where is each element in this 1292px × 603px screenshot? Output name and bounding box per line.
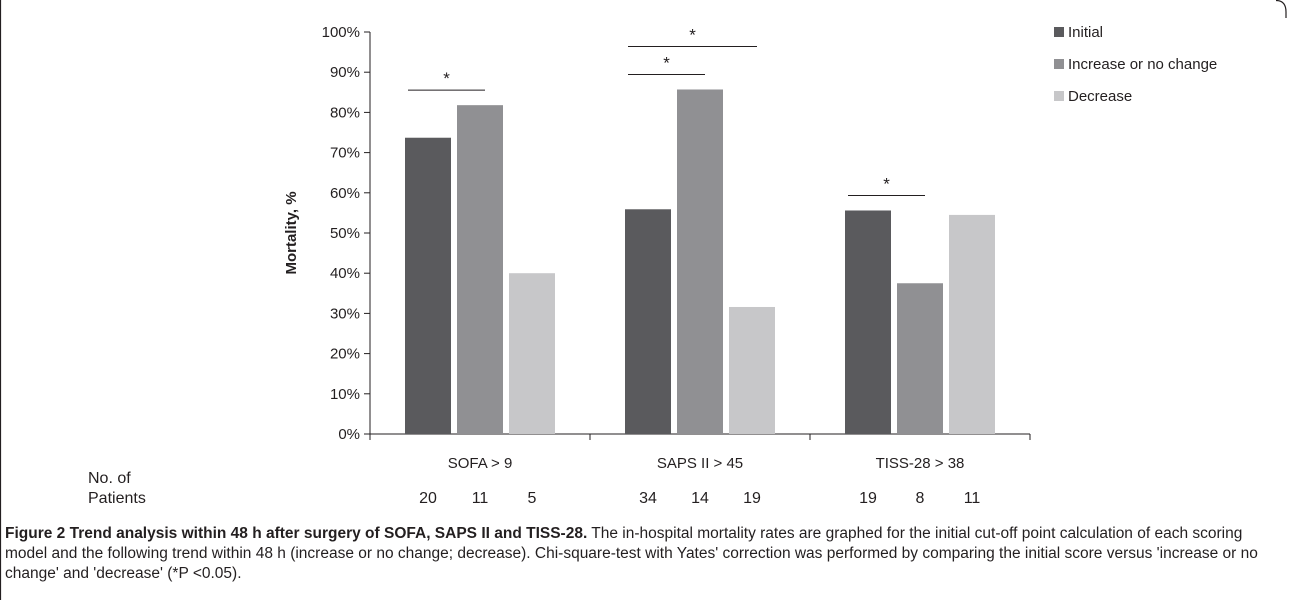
y-tick-label: 70% bbox=[330, 145, 360, 162]
bar-1-2 bbox=[625, 209, 671, 434]
significance-marker: * bbox=[443, 69, 450, 88]
patient-count: 5 bbox=[528, 490, 537, 507]
bar-1-3 bbox=[845, 210, 891, 434]
patient-count: 20 bbox=[419, 490, 437, 507]
y-tick-label: 40% bbox=[330, 265, 360, 282]
legend-swatch-2 bbox=[1054, 59, 1064, 69]
significance-marker: * bbox=[883, 174, 890, 193]
legend-swatch-1 bbox=[1054, 27, 1064, 37]
y-tick-label: 20% bbox=[330, 346, 360, 363]
patients-row-label-line1: No. of bbox=[88, 470, 131, 487]
y-tick-label: 30% bbox=[330, 305, 360, 322]
caption-title: Figure 2 Trend analysis within 48 h afte… bbox=[5, 525, 588, 542]
patient-count: 8 bbox=[916, 490, 925, 507]
significance-marker: * bbox=[663, 53, 670, 72]
y-tick-label: 100% bbox=[322, 24, 360, 41]
patient-count: 19 bbox=[859, 490, 877, 507]
patient-count: 11 bbox=[472, 490, 489, 507]
bar-2-2 bbox=[677, 89, 723, 435]
patient-count: 14 bbox=[691, 490, 709, 507]
bar-2-3 bbox=[897, 283, 943, 434]
bar-3-2 bbox=[729, 306, 775, 434]
y-tick-label: 60% bbox=[330, 185, 360, 202]
bar-3-3 bbox=[949, 214, 995, 434]
y-tick-label: 80% bbox=[330, 104, 360, 121]
legend-label-3: Decrease bbox=[1068, 88, 1132, 105]
patients-row-label-line2: Patients bbox=[88, 490, 146, 507]
y-tick-label: 90% bbox=[330, 64, 360, 81]
figure-caption: Figure 2 Trend analysis within 48 h afte… bbox=[5, 524, 1280, 584]
legend-label-1: Initial bbox=[1068, 24, 1103, 41]
y-tick-label: 10% bbox=[330, 386, 360, 403]
x-tick-label: SOFA > 9 bbox=[448, 455, 513, 472]
significance-marker: * bbox=[689, 25, 696, 44]
legend-label-2: Increase or no change bbox=[1068, 56, 1217, 73]
bar-2-1 bbox=[457, 105, 503, 434]
caption-body: The in-hospital mortality rates are grap… bbox=[5, 525, 1258, 582]
patient-count: 19 bbox=[743, 490, 761, 507]
patient-count: 11 bbox=[964, 490, 981, 507]
legend-swatch-3 bbox=[1054, 91, 1064, 101]
y-tick-label: 50% bbox=[330, 225, 360, 242]
patient-count: 34 bbox=[639, 490, 657, 507]
x-tick-label: TISS-28 > 38 bbox=[876, 455, 965, 472]
bar-1-1 bbox=[405, 137, 451, 434]
y-axis-title: Mortality, % bbox=[283, 191, 300, 274]
x-tick-label: SAPS II > 45 bbox=[657, 455, 743, 472]
y-tick-label: 0% bbox=[338, 426, 360, 443]
bar-chart: 0% 10% 20% 30% 40% 50% 60% 70% 80% 90% 100% Mortali… bbox=[88, 24, 1217, 507]
bar-3-1 bbox=[509, 273, 555, 434]
